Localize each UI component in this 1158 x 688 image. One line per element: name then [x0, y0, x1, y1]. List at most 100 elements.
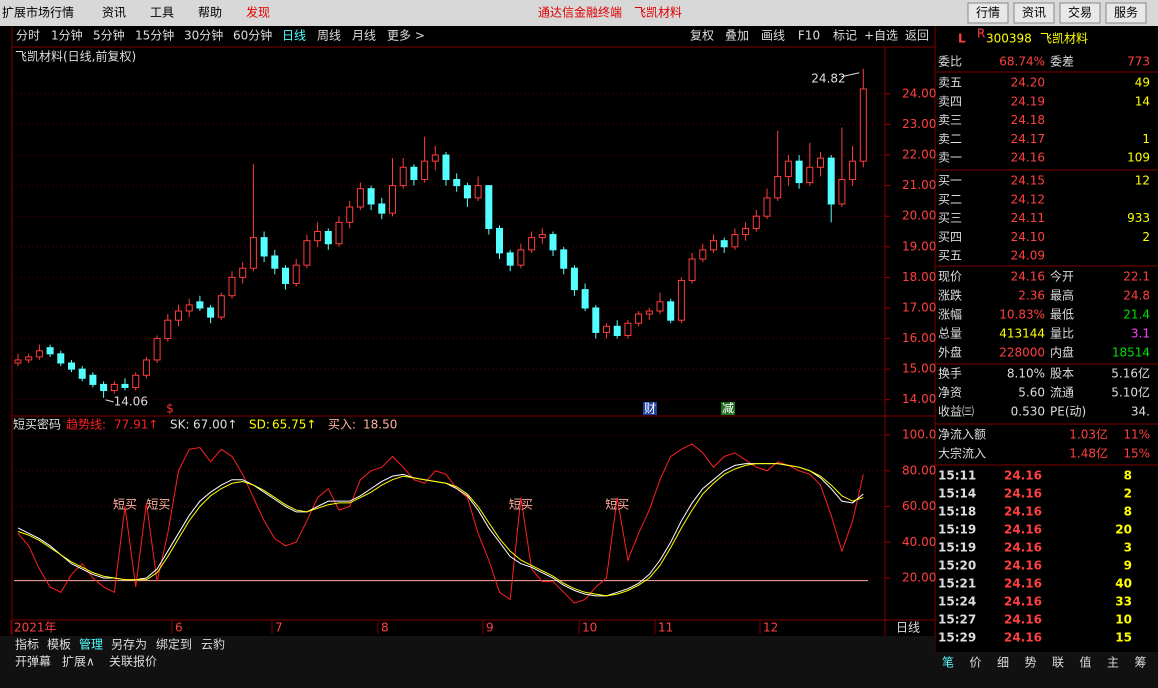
y-tick-label: 17.00 [902, 300, 936, 314]
menu-button[interactable]: 服务 [1114, 5, 1138, 20]
bottom-tab[interactable]: 另存为 [111, 638, 147, 652]
quote-cell: 34. [1131, 405, 1150, 419]
trade-volume: 9 [1124, 559, 1132, 573]
trade-volume: 8 [1124, 505, 1132, 519]
bottom-tab[interactable]: 指标 [15, 637, 39, 652]
quote-tab[interactable]: 值 [1079, 655, 1091, 670]
app-title: 通达信金融终端 [538, 5, 622, 20]
quote-cell: 卖三 [938, 113, 962, 127]
candle-body [399, 166, 407, 187]
candle-body [635, 313, 643, 324]
menu-item[interactable]: 资讯 [102, 6, 126, 20]
quote-tabs-bar [935, 652, 1158, 688]
tool-button[interactable]: 叠加 [725, 29, 749, 43]
candle-body [453, 179, 461, 187]
tool-button[interactable]: 画线 [761, 29, 785, 43]
bottom-tab[interactable]: 云豹 [201, 637, 225, 652]
quote-cell: 1.48亿 [1069, 446, 1108, 461]
tool-button[interactable]: 复权 [690, 29, 714, 43]
event-marker-bg [643, 402, 657, 415]
candle-body [795, 160, 803, 184]
candle-body [142, 359, 150, 376]
candle-body [68, 362, 75, 370]
quote-tab[interactable]: 势 [1024, 656, 1036, 670]
menu-item[interactable]: 扩展市场行情 [2, 5, 74, 20]
menu-item[interactable]: 发现 [246, 5, 270, 20]
trade-time: 15:21 [938, 577, 976, 591]
period-button[interactable]: 60分钟 [233, 28, 272, 43]
legend-name: 趋势线: [66, 418, 106, 432]
bottom-tab[interactable]: 管理 [79, 637, 103, 652]
x-tick-label: 12 [763, 621, 778, 635]
legend-value: 18.50 [363, 418, 397, 432]
menu-item[interactable]: 工具 [150, 6, 174, 20]
candle-body [100, 383, 108, 392]
event-marker-bg [163, 402, 177, 415]
quote-tab[interactable]: 价 [969, 656, 981, 670]
legend-value: 67.00↑ [193, 418, 237, 432]
candle-body [207, 307, 215, 318]
quote-tab[interactable]: 筹 [1134, 656, 1146, 670]
quote-cell: 涨幅 [938, 307, 962, 322]
tool-button[interactable]: F10 [798, 29, 820, 43]
tool-button[interactable]: 返回 [905, 29, 929, 43]
candle-body [153, 338, 161, 361]
candle-body [442, 154, 450, 181]
bottom-tab[interactable]: 模板 [47, 638, 71, 652]
quote-tab[interactable]: 笔 [942, 655, 954, 670]
candle-body [132, 374, 140, 388]
candle-body [57, 353, 65, 364]
bottom-tab[interactable]: 开弹幕 [15, 655, 51, 669]
quote-cell: 8.10% [1007, 367, 1045, 381]
quote-cell: 最低 [1050, 308, 1074, 322]
candle-body [367, 188, 375, 205]
bottom-tab[interactable]: 扩展∧ [62, 655, 95, 669]
quote-cell: 12 [1135, 174, 1150, 188]
quote-cell: 24.09 [1011, 249, 1045, 263]
menu-item[interactable]: 帮助 [198, 6, 222, 20]
menu-button[interactable]: 资讯 [1022, 6, 1046, 20]
candle-body [838, 179, 846, 205]
tool-button[interactable]: +自选 [864, 29, 898, 43]
y-tick-label: 22.00 [902, 148, 936, 162]
legend-value: 65.75↑ [272, 418, 316, 432]
quote-cell: 24.17 [1011, 132, 1045, 146]
candle-body [849, 160, 857, 181]
candle-body [239, 267, 247, 278]
period-button[interactable]: 更多 > [387, 29, 425, 43]
tool-button[interactable]: 标记 [833, 29, 857, 43]
candle-body [784, 160, 792, 177]
menu-button[interactable]: 交易 [1068, 5, 1092, 20]
quote-cell: 5.10亿 [1111, 385, 1150, 400]
period-button[interactable]: 15分钟 [135, 28, 174, 43]
quote-cell: 委比 [938, 55, 962, 69]
period-button[interactable]: 月线 [352, 29, 376, 43]
quote-tab[interactable]: 联 [1052, 656, 1064, 670]
candle-body [667, 301, 675, 321]
y-tick-label: 18.00 [902, 270, 936, 284]
period-button[interactable]: 分时 [16, 29, 40, 43]
bottom-tab[interactable]: 绑定到 [156, 637, 192, 652]
period-button[interactable]: 5分钟 [93, 28, 125, 43]
candle-body [89, 374, 97, 385]
quote-name: 飞凯材料 [1040, 32, 1088, 46]
candle-body [485, 185, 493, 229]
bottom-tab[interactable]: 关联报价 [109, 654, 157, 669]
signal-label: 短买 [113, 498, 137, 512]
quote-cell: 股本 [1050, 367, 1074, 381]
quote-tab[interactable]: 主 [1107, 656, 1119, 670]
quote-cell: 买二 [938, 192, 962, 206]
trade-price: 24.16 [1004, 559, 1042, 573]
menu-button[interactable]: 行情 [976, 6, 1000, 20]
quote-cell: 10.83% [999, 308, 1045, 322]
event-marker: $ [166, 402, 174, 416]
period-button[interactable]: 30分钟 [184, 28, 223, 43]
quote-tab[interactable]: 细 [997, 656, 1009, 670]
x-tick-label: 11 [658, 621, 673, 635]
indicator-line [17, 463, 864, 597]
trade-time: 15:29 [938, 631, 976, 645]
y-tick-label: 20.00 [902, 209, 936, 223]
period-button[interactable]: 日线 [282, 29, 306, 43]
period-button[interactable]: 周线 [317, 29, 341, 43]
period-button[interactable]: 1分钟 [51, 28, 83, 43]
